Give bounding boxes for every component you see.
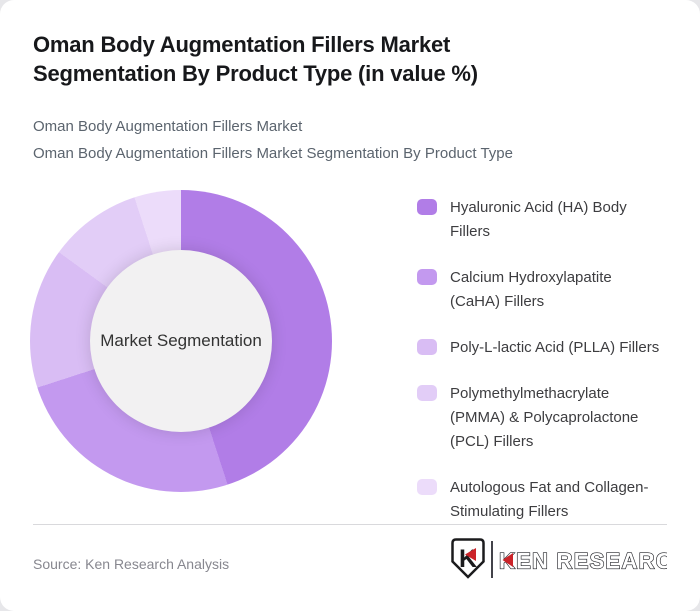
legend-label: Hyaluronic Acid (HA) Body Fillers bbox=[450, 199, 627, 240]
subtitle-block: Oman Body Augmentation Fillers Market Om… bbox=[33, 113, 673, 167]
legend-item: Polymethylmethacrylate (PMMA) & Polycapr… bbox=[417, 382, 683, 454]
ken-research-logo: K KEN RESEARCH bbox=[451, 538, 667, 582]
legend-item: Calcium Hydroxylapatite (CaHA) Fillers bbox=[417, 266, 683, 314]
legend-item: Hyaluronic Acid (HA) Body Fillers bbox=[417, 196, 683, 244]
donut-center-label: Market Segmentation bbox=[100, 331, 262, 350]
legend-swatch-pmma-pcl-icon bbox=[417, 385, 437, 401]
chart-legend: Hyaluronic Acid (HA) Body Fillers Calciu… bbox=[417, 196, 683, 524]
brand-name-text: KEN RESEARCH bbox=[499, 549, 667, 574]
donut-chart: Market Segmentation bbox=[30, 190, 332, 492]
legend-label: Polymethylmethacrylate (PMMA) & Polycapr… bbox=[450, 385, 639, 450]
legend-label: Poly-L-lactic Acid (PLLA) Fillers bbox=[450, 339, 660, 356]
subtitle-line-1: Oman Body Augmentation Fillers Market bbox=[33, 118, 303, 135]
legend-item: Poly-L-lactic Acid (PLLA) Fillers bbox=[417, 336, 683, 360]
legend-label: Autologous Fat and Collagen- Stimulating… bbox=[450, 479, 649, 520]
source-note: Source: Ken Research Analysis bbox=[33, 556, 230, 572]
donut-center: Market Segmentation bbox=[90, 250, 272, 432]
legend-swatch-caha-icon bbox=[417, 269, 437, 285]
shield-red-triangle-icon bbox=[465, 548, 476, 561]
legend-swatch-plla-icon bbox=[417, 339, 437, 355]
page-title: Oman Body Augmentation Fillers Market Se… bbox=[33, 32, 478, 86]
logo-separator-bar bbox=[491, 541, 493, 578]
legend-swatch-ha-icon bbox=[417, 199, 437, 215]
ken-research-logo-svg: K KEN RESEARCH bbox=[451, 538, 667, 579]
legend-item: Autologous Fat and Collagen- Stimulating… bbox=[417, 476, 683, 524]
footer-divider bbox=[33, 524, 667, 525]
legend-label: Calcium Hydroxylapatite (CaHA) Fillers bbox=[450, 269, 612, 310]
ken-research-shield-icon: K bbox=[451, 538, 485, 579]
brand-k-red-triangle-icon bbox=[502, 553, 513, 567]
legend-swatch-autologous-icon bbox=[417, 479, 437, 495]
subtitle-line-2: Oman Body Augmentation Fillers Market Se… bbox=[33, 145, 513, 162]
